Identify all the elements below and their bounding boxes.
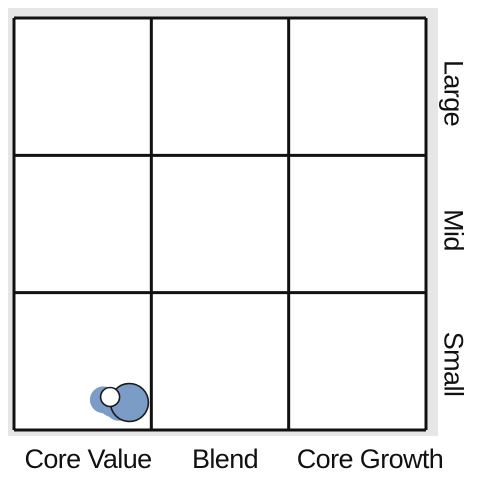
column-label-core-value: Core Value	[24, 444, 152, 474]
plot-area	[14, 18, 426, 430]
column-label-blend: Blend	[191, 444, 259, 474]
bubble-layer	[89, 382, 150, 423]
column-label-core-growth: Core Growth	[296, 444, 444, 474]
style-grid	[12, 16, 428, 432]
holding-bubble-outlined	[99, 386, 121, 408]
